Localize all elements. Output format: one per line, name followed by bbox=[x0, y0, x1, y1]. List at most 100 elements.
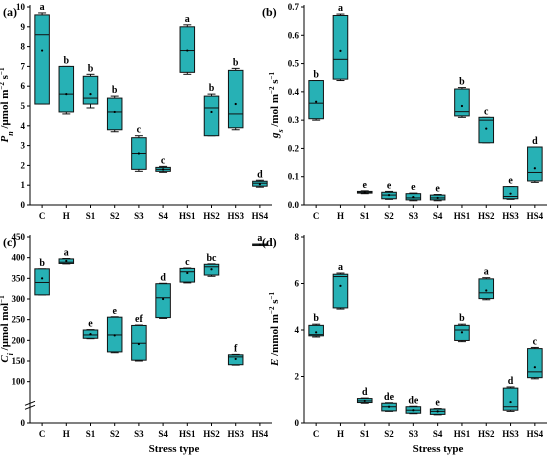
y-tick-label: 0.7 bbox=[288, 2, 300, 12]
box-body bbox=[527, 348, 543, 379]
significance-letter: c bbox=[484, 106, 489, 117]
x-tick-label: HS2 bbox=[478, 211, 495, 221]
box-mean-point bbox=[137, 342, 140, 346]
y-axis-title-part: s bbox=[269, 299, 281, 307]
x-tick-label: S4 bbox=[158, 211, 168, 221]
y-tick-label: 3 bbox=[21, 141, 26, 151]
x-tick-label: HS4 bbox=[527, 429, 544, 439]
box-body bbox=[34, 14, 50, 105]
significance-letter: a bbox=[185, 14, 190, 25]
y-axis-title-part: g bbox=[269, 132, 281, 139]
box-body bbox=[106, 97, 123, 131]
significance-letter: d bbox=[257, 169, 263, 180]
panel-a: (a) 0 1 2 3 4 5 6 7 8 9 10 Pn /μmol m−2 s−1 Ca Hb S1 b S2… bbox=[0, 2, 272, 221]
box-body bbox=[82, 75, 99, 105]
box-mean-point bbox=[186, 49, 189, 52]
x-tick-label: S2 bbox=[384, 429, 394, 439]
significance-letter: e bbox=[88, 319, 93, 330]
y-axis-title-part: i bbox=[6, 352, 15, 355]
significance-letter: c bbox=[533, 336, 538, 347]
x-tick-label: H bbox=[337, 211, 344, 221]
y-axis-title-part: C bbox=[0, 355, 11, 363]
x-tick-label: HS4 bbox=[252, 211, 269, 221]
box-mean-point bbox=[339, 49, 342, 52]
box-mean-point bbox=[485, 127, 488, 130]
y-axis-title: Ci /μmol mol−1 bbox=[0, 295, 15, 363]
x-tick-label: HS2 bbox=[478, 429, 495, 439]
y-axis-title-part: −2 bbox=[268, 86, 276, 94]
x-tick-label: S3 bbox=[409, 211, 419, 221]
box-mean-point bbox=[387, 194, 391, 197]
y-tick-label: 100 bbox=[12, 377, 26, 387]
box-body bbox=[332, 273, 349, 309]
x-tick-label: C bbox=[313, 429, 320, 439]
box-mean-point bbox=[113, 110, 116, 114]
significance-letter: a bbox=[257, 233, 262, 244]
x-tick-label: S3 bbox=[409, 429, 419, 439]
box-mean-point bbox=[65, 93, 68, 96]
panel-c: (c) 0 100 150 200 250 300 350 400 450 Ci /μmol mol… bbox=[0, 232, 272, 439]
significance-letter: de bbox=[408, 395, 419, 406]
y-tick-label: 4 bbox=[21, 121, 26, 131]
y-tick-label: 450 bbox=[12, 232, 26, 242]
axis-break-mark bbox=[24, 404, 36, 410]
significance-letter: e bbox=[411, 182, 416, 193]
y-tick-label: 0.4 bbox=[288, 87, 300, 97]
box-body bbox=[478, 278, 495, 300]
y-axis-title-part: −2 bbox=[268, 306, 276, 314]
significance-letter: a bbox=[40, 2, 45, 13]
x-tick-label: S3 bbox=[134, 429, 144, 439]
box-mean-point bbox=[412, 409, 415, 412]
significance-letter: de bbox=[384, 392, 395, 403]
significance-letter: d bbox=[160, 272, 166, 283]
significance-letter: e bbox=[112, 306, 117, 317]
y-tick-label: 7 bbox=[21, 61, 26, 71]
x-tick-label: H bbox=[63, 429, 70, 439]
y-tick-label: 0 bbox=[21, 418, 26, 428]
significance-letter: b bbox=[88, 63, 94, 74]
significance-letter: b bbox=[233, 57, 239, 68]
y-tick-label: 0.6 bbox=[288, 30, 300, 40]
significance-letter: b bbox=[64, 55, 70, 66]
y-tick-label: 8 bbox=[295, 232, 300, 242]
box-body bbox=[502, 387, 519, 411]
panel-label: (d) bbox=[262, 235, 277, 249]
x-tick-label: S2 bbox=[384, 211, 394, 221]
x-axis-title-right: Stress type bbox=[413, 443, 464, 455]
x-tick-label: C bbox=[39, 429, 46, 439]
significance-letter: d bbox=[362, 387, 368, 398]
y-tick-label: 10 bbox=[16, 2, 26, 12]
y-tick-label: 0.1 bbox=[288, 172, 300, 182]
panel-b: (b)0.00.10.20.30.40.50.60.7gs /mol m−2 s… bbox=[262, 2, 547, 221]
y-tick-label: 5 bbox=[21, 101, 26, 111]
significance-letter: d bbox=[532, 136, 538, 147]
box-mean-point bbox=[258, 243, 261, 246]
y-tick-label: 0.5 bbox=[288, 59, 300, 69]
box-body bbox=[308, 324, 324, 337]
x-tick-label: HS4 bbox=[527, 211, 544, 221]
x-tick-label: HS2 bbox=[203, 211, 220, 221]
significance-letter: f bbox=[234, 343, 238, 354]
box-mean-point bbox=[113, 334, 116, 337]
x-tick-label: S1 bbox=[86, 429, 96, 439]
significance-letter: b bbox=[313, 313, 319, 324]
significance-letter: c bbox=[185, 257, 190, 268]
y-axis-title-part: s bbox=[0, 74, 11, 82]
y-tick-label: 150 bbox=[12, 356, 26, 366]
x-tick-label: C bbox=[313, 211, 320, 221]
significance-letter: e bbox=[387, 180, 392, 191]
box-mean-point bbox=[460, 104, 464, 108]
y-axis-title-part: −2 bbox=[0, 82, 6, 90]
y-tick-label: 2 bbox=[295, 372, 300, 382]
significance-letter: b bbox=[313, 70, 319, 81]
x-tick-label: HS3 bbox=[502, 211, 519, 221]
box-mean-point bbox=[137, 152, 140, 155]
significance-letter: ef bbox=[135, 314, 143, 325]
significance-letter: e bbox=[435, 184, 440, 195]
y-tick-label: 8 bbox=[21, 42, 26, 52]
box-mean-point bbox=[412, 195, 415, 199]
box-body bbox=[454, 88, 470, 117]
y-axis-title-part: P bbox=[0, 135, 11, 142]
significance-letter: a bbox=[64, 247, 69, 258]
